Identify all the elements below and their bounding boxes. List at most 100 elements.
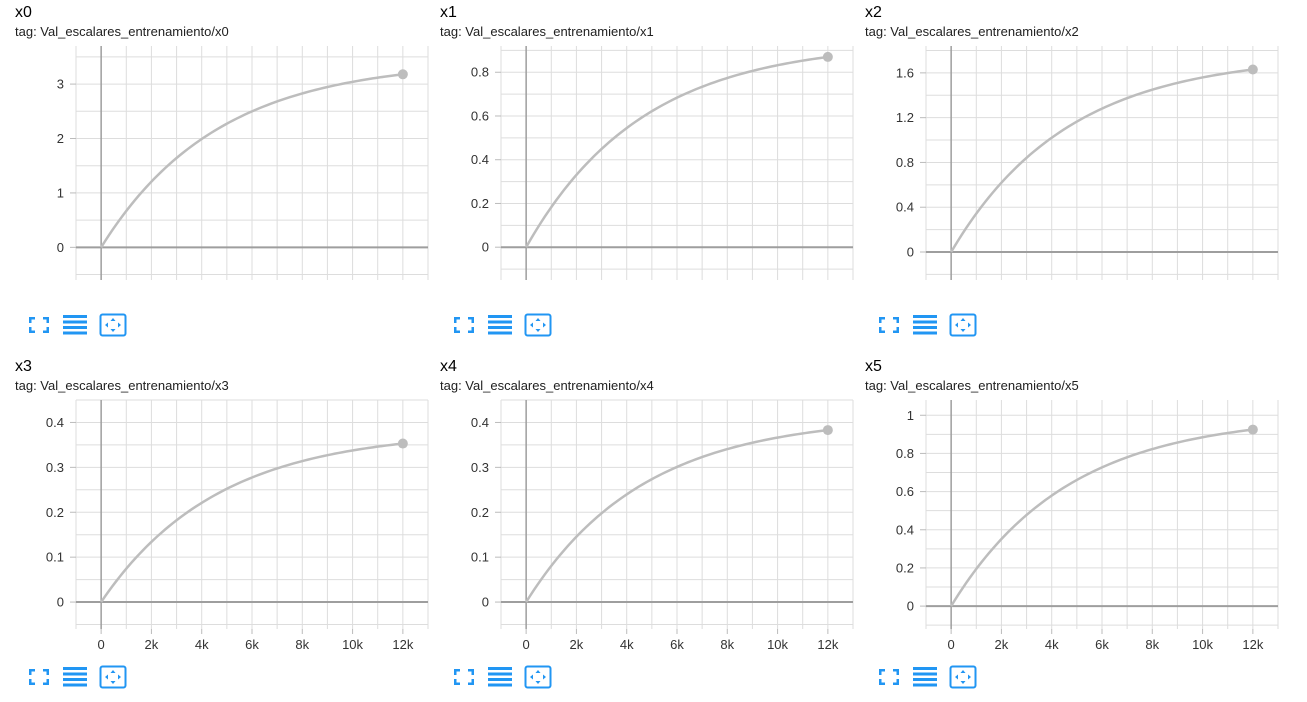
- chart-plot[interactable]: 0 0.1 0.2 0.3 0.4 0 2k 4k 6k 8k 10k 12k: [15, 357, 440, 657]
- fit-domain-icon: [99, 313, 127, 337]
- x-tick-label: 10k: [767, 637, 788, 652]
- y-tick-label: 0.1: [471, 550, 489, 565]
- card-tag: tag: Val_escalares_entrenamiento/x1: [440, 24, 654, 39]
- y-tick-label: 0.6: [896, 484, 914, 499]
- expand-button[interactable]: [25, 665, 53, 689]
- chart-card-x4: x4 tag: Val_escalares_entrenamiento/x4 0…: [440, 357, 865, 702]
- expand-icon: [879, 669, 899, 685]
- y-tick-label: 0.1: [46, 550, 64, 565]
- fit-domain-button[interactable]: [99, 665, 127, 689]
- x-tick-label: 4k: [195, 637, 209, 652]
- y-tick-label: 1.2: [896, 110, 914, 125]
- y-tick-label: 1: [907, 408, 914, 423]
- y-tick-label: 0: [57, 595, 64, 610]
- y-tick-label: 0.8: [896, 155, 914, 170]
- x-tick-label: 4k: [1045, 637, 1059, 652]
- expand-button[interactable]: [450, 665, 478, 689]
- series-line: [525, 428, 829, 603]
- card-title: x4: [440, 358, 457, 375]
- expand-icon: [29, 317, 49, 333]
- fit-domain-icon: [99, 665, 127, 689]
- card-tag: tag: Val_escalares_entrenamiento/x0: [15, 24, 229, 39]
- series-line: [950, 428, 1254, 607]
- fit-domain-button[interactable]: [949, 665, 977, 689]
- chart-card-x2: x2 tag: Val_escalares_entrenamiento/x2 0…: [865, 3, 1290, 348]
- chart-card-x0: x0 tag: Val_escalares_entrenamiento/x0 0…: [15, 3, 440, 348]
- y-tick-label: 0.4: [471, 415, 489, 430]
- x-tick-label: 8k: [1145, 637, 1159, 652]
- chart-plot[interactable]: 0 0.4 0.8 1.2 1.6: [865, 3, 1290, 293]
- expand-icon: [29, 669, 49, 685]
- series-end-point: [822, 425, 833, 436]
- chart-plot[interactable]: 0 0.2 0.4 0.6 0.8: [440, 3, 865, 293]
- x-tick-label: 2k: [570, 637, 584, 652]
- expand-icon: [454, 317, 474, 333]
- expand-button[interactable]: [875, 665, 903, 689]
- y-tick-label: 0.8: [896, 446, 914, 461]
- fit-domain-button[interactable]: [949, 313, 977, 337]
- toggle-log-icon: [488, 667, 512, 687]
- x-tick-label: 8k: [295, 637, 309, 652]
- expand-button[interactable]: [25, 313, 53, 337]
- y-tick-label: 3: [57, 77, 64, 92]
- y-tick-label: 0: [57, 240, 64, 255]
- y-tick-label: 0: [907, 245, 914, 260]
- y-tick-label: 1.6: [896, 65, 914, 80]
- toggle-log-scale-button[interactable]: [61, 313, 89, 337]
- x-tick-label: 0: [948, 637, 955, 652]
- series-end-point: [397, 438, 408, 449]
- x-tick-label: 6k: [1095, 637, 1109, 652]
- x-tick-label: 0: [523, 637, 530, 652]
- x-tick-label: 10k: [342, 637, 363, 652]
- fit-domain-button[interactable]: [524, 313, 552, 337]
- chart-card-x5: x5 tag: Val_escalares_entrenamiento/x5 0…: [865, 357, 1290, 702]
- toggle-log-icon: [488, 315, 512, 335]
- toggle-log-scale-button[interactable]: [486, 665, 514, 689]
- toggle-log-icon: [63, 667, 87, 687]
- x-tick-label: 0: [98, 637, 105, 652]
- y-tick-label: 0.4: [896, 522, 914, 537]
- card-title: x5: [865, 358, 882, 375]
- card-tag: tag: Val_escalares_entrenamiento/x4: [440, 378, 654, 393]
- card-tag: tag: Val_escalares_entrenamiento/x5: [865, 378, 1079, 393]
- toggle-log-scale-button[interactable]: [911, 313, 939, 337]
- y-tick-label: 0: [482, 595, 489, 610]
- y-tick-label: 0.3: [46, 460, 64, 475]
- expand-button[interactable]: [450, 313, 478, 337]
- card-tag: tag: Val_escalares_entrenamiento/x3: [15, 378, 229, 393]
- series-line: [100, 73, 404, 249]
- y-tick-label: 0.6: [471, 108, 489, 123]
- card-title: x0: [15, 4, 32, 21]
- chart-plot[interactable]: 0 1 2 3: [15, 3, 440, 293]
- y-tick-label: 2: [57, 131, 64, 146]
- toggle-log-scale-button[interactable]: [911, 665, 939, 689]
- y-tick-label: 0.4: [46, 415, 64, 430]
- toggle-log-icon: [63, 315, 87, 335]
- fit-domain-button[interactable]: [99, 313, 127, 337]
- toggle-log-scale-button[interactable]: [486, 313, 514, 337]
- x-tick-label: 12k: [392, 637, 413, 652]
- fit-domain-button[interactable]: [524, 665, 552, 689]
- series-end-point: [1247, 424, 1258, 435]
- x-tick-label: 12k: [1242, 637, 1263, 652]
- series-end-point: [397, 69, 408, 80]
- chart-plot[interactable]: 0 0.1 0.2 0.3 0.4 0 2k 4k 6k 8k 10k 12k: [440, 357, 865, 657]
- expand-button[interactable]: [875, 313, 903, 337]
- chart-card-x3: x3 tag: Val_escalares_entrenamiento/x3 0…: [15, 357, 440, 702]
- card-title: x1: [440, 4, 457, 21]
- x-tick-label: 4k: [620, 637, 634, 652]
- x-tick-label: 6k: [670, 637, 684, 652]
- y-tick-label: 0.8: [471, 65, 489, 80]
- chart-card-x1: x1 tag: Val_escalares_entrenamiento/x1 0…: [440, 3, 865, 348]
- x-tick-label: 10k: [1192, 637, 1213, 652]
- y-tick-label: 0.4: [471, 152, 489, 167]
- expand-icon: [879, 317, 899, 333]
- y-tick-label: 0.4: [896, 200, 914, 215]
- series-end-point: [822, 51, 833, 62]
- fit-domain-icon: [524, 313, 552, 337]
- y-tick-label: 0: [482, 240, 489, 255]
- y-tick-label: 0.2: [471, 505, 489, 520]
- series-line: [100, 442, 404, 603]
- chart-plot[interactable]: 0 0.2 0.4 0.6 0.8 1 0 2k 4k 6k 8k 10k 12k: [865, 357, 1290, 657]
- toggle-log-scale-button[interactable]: [61, 665, 89, 689]
